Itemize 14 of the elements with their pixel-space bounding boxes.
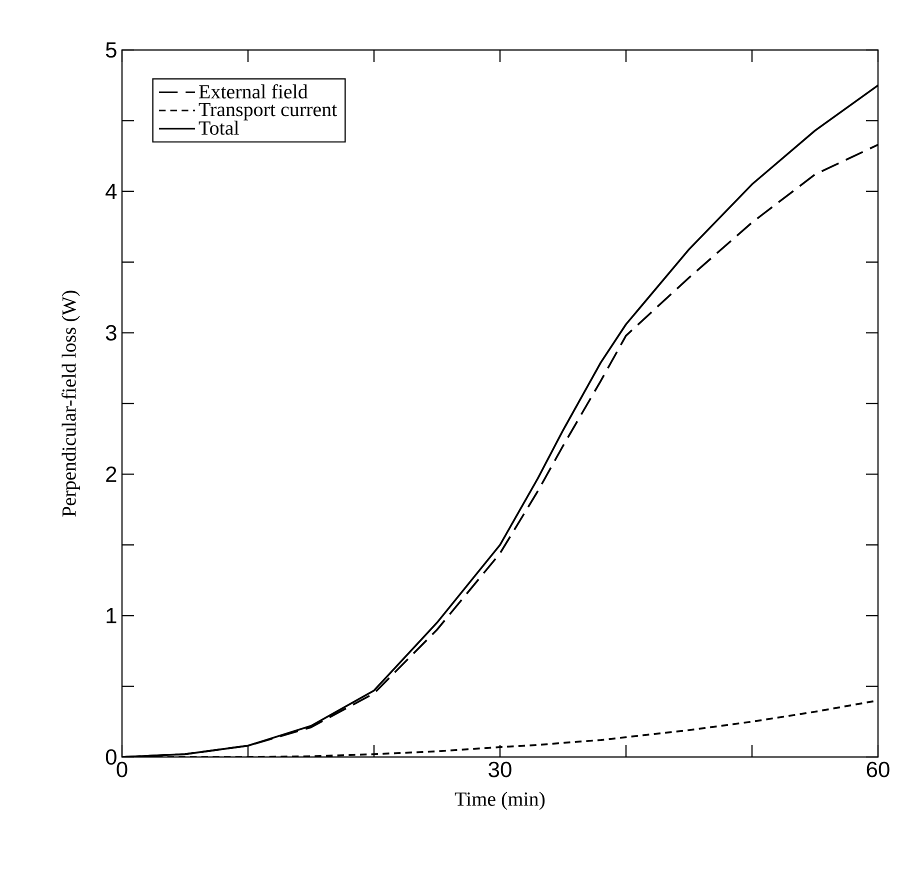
legend-label: Total [198,120,239,135]
x-tick-label: 30 [488,762,512,778]
y-tick-label: 0 [106,749,116,765]
x-axis-title: Time (min) [454,792,545,810]
legend-label: External field [199,84,308,98]
x-tick-label: 60 [866,762,890,778]
y-tick-label: 2 [106,466,116,482]
y-tick-label: 5 [106,42,116,58]
x-tick-label: 0 [116,762,128,778]
y-tick-label: 3 [106,325,116,341]
legend-label: Transport current [198,102,338,120]
y-axis-title: Perpendicular-field loss (W) [62,290,80,517]
y-tick-label: 1 [106,608,116,624]
y-tick-label: 4 [106,184,117,199]
